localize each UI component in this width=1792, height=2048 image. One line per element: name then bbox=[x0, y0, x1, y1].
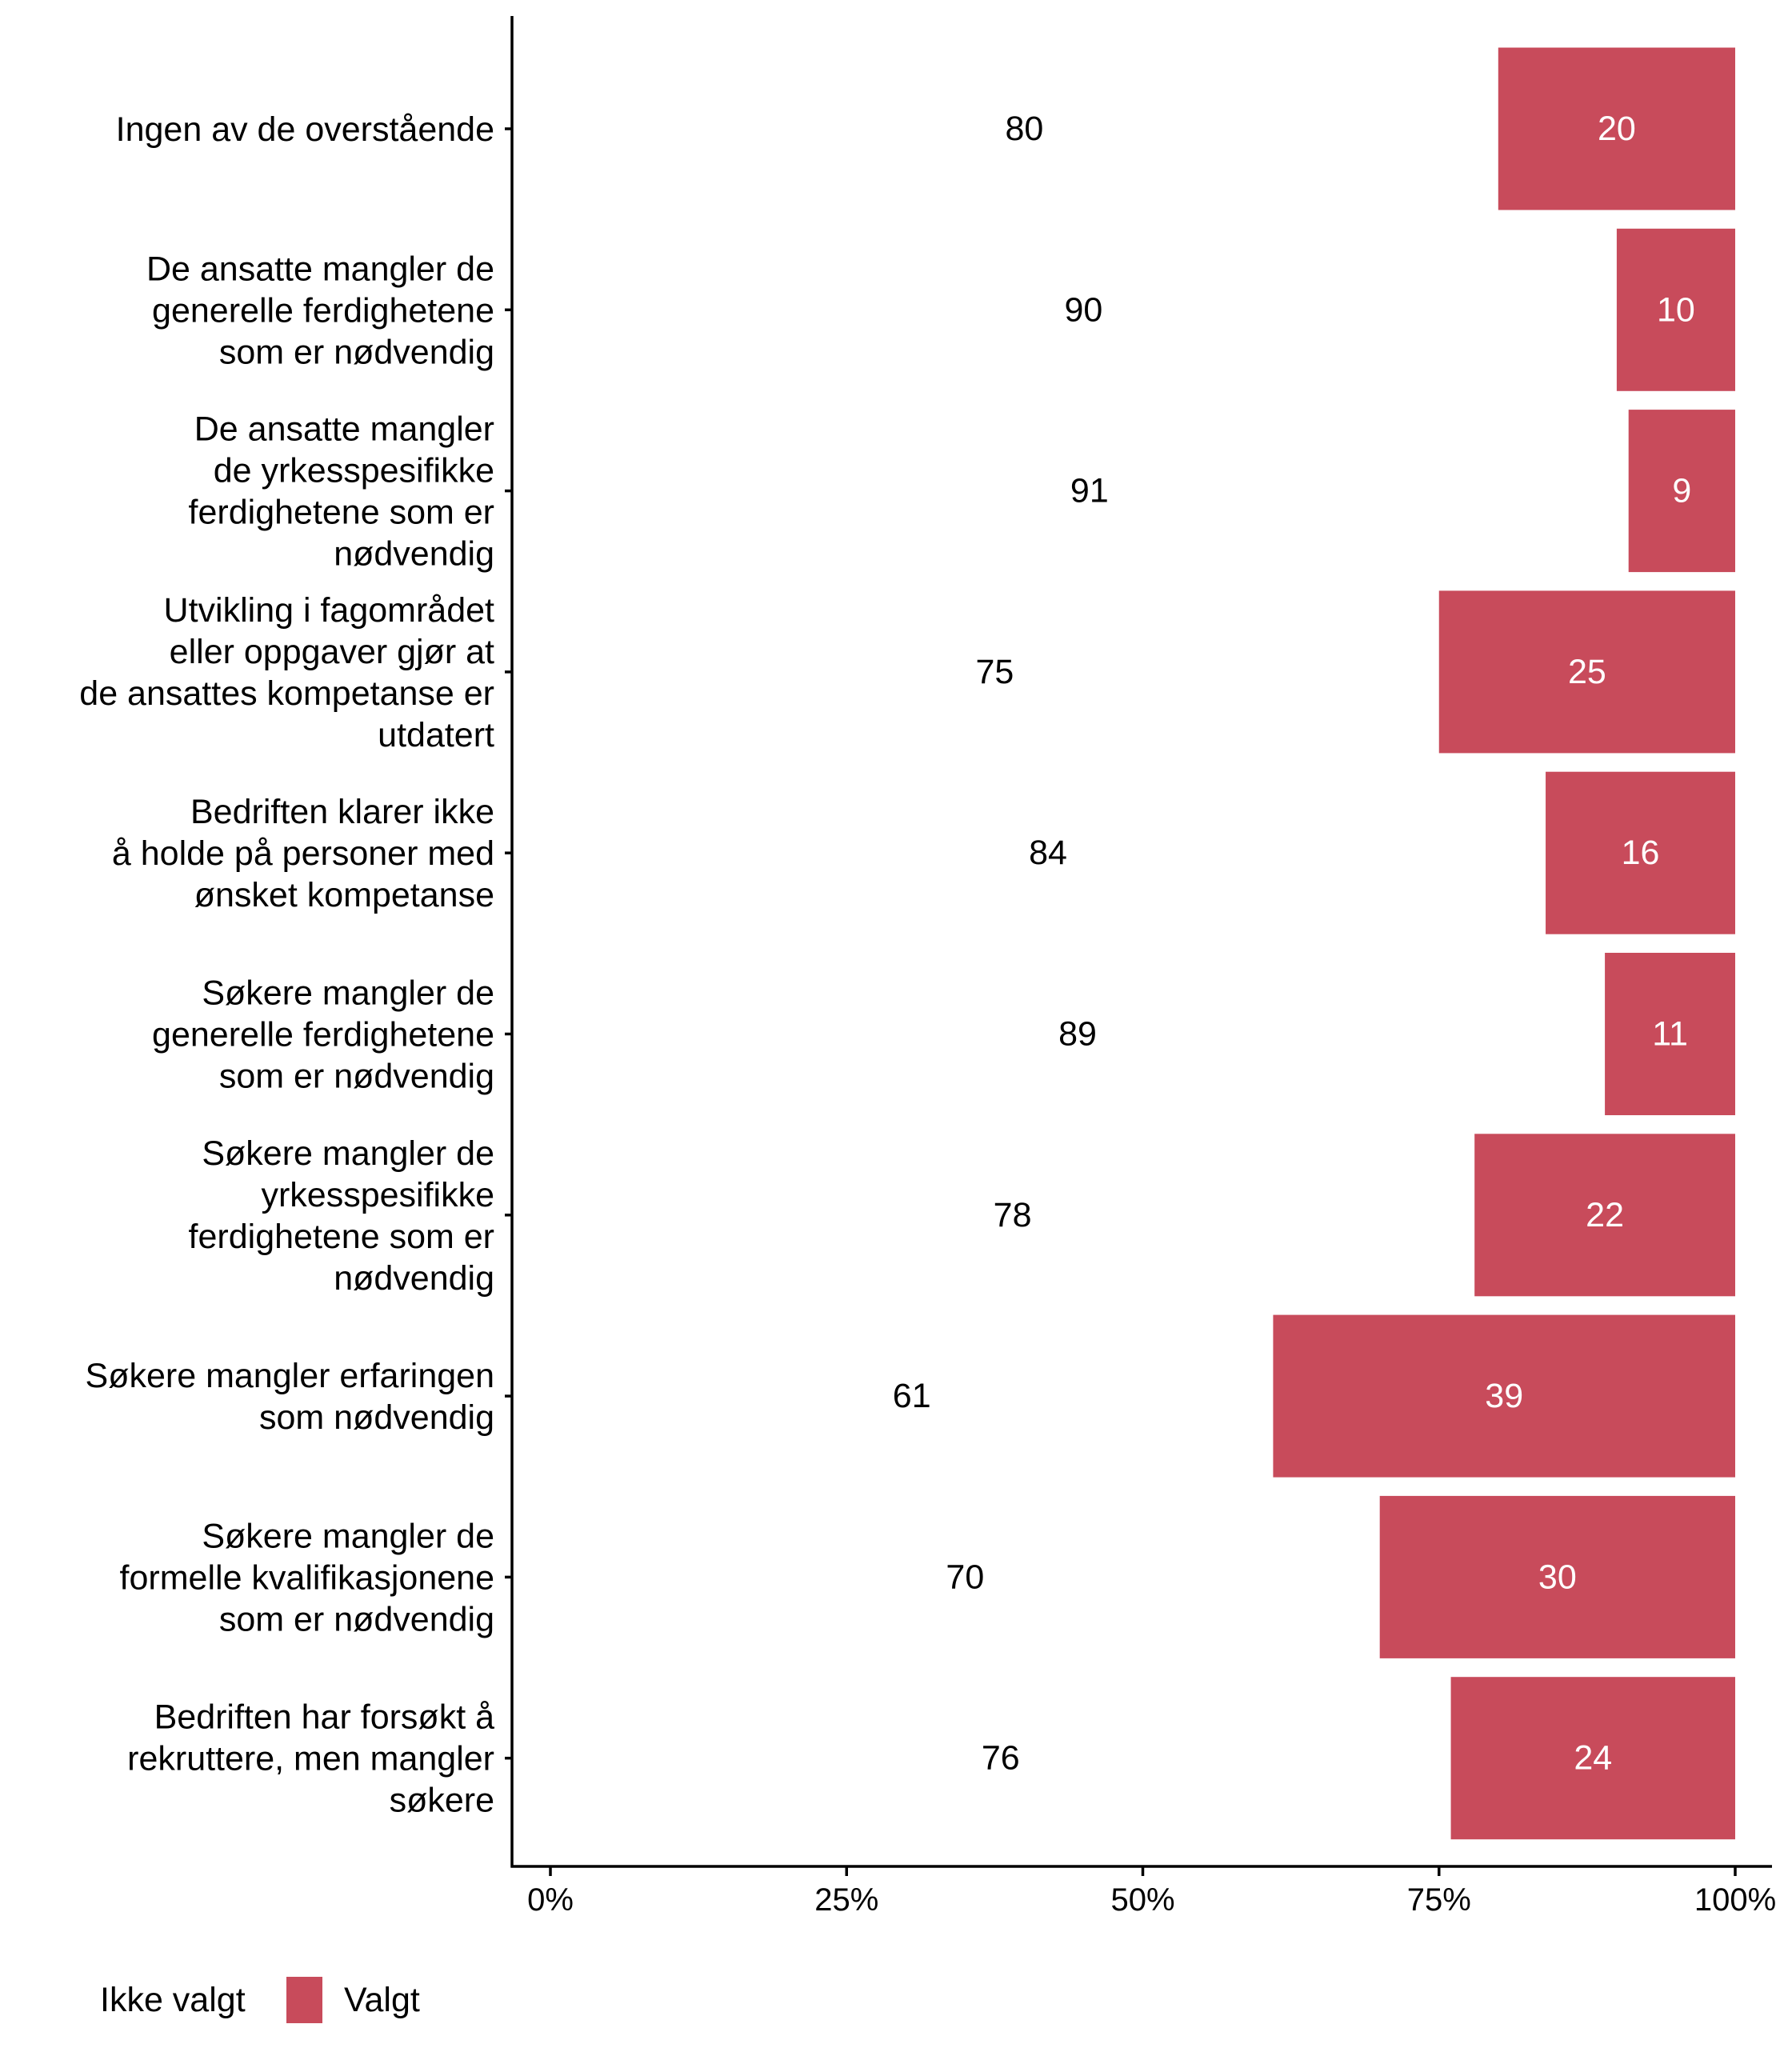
x-tick-label: 50% bbox=[1110, 1882, 1174, 1918]
bar-ikke-valgt bbox=[550, 771, 1546, 934]
bar-valgt bbox=[1474, 1134, 1735, 1297]
y-category-label-line: utdatert bbox=[378, 716, 494, 754]
bar-value-label: 91 bbox=[1070, 472, 1109, 510]
legend-label-valgt: Valgt bbox=[344, 1981, 420, 2019]
bar-valgt bbox=[1628, 410, 1735, 573]
bar-valgt bbox=[1498, 47, 1735, 210]
bar-valgt bbox=[1546, 771, 1735, 934]
bar-value-label: 11 bbox=[1652, 1015, 1688, 1054]
y-category-label: Søkere mangler erfaringen som nødvendig bbox=[86, 1357, 494, 1437]
y-category-label-line: som nødvendig bbox=[259, 1398, 494, 1437]
y-category-label-line: de yrkesspesifikke bbox=[214, 452, 494, 490]
legend-label-ikke-valgt: Ikke valgt bbox=[100, 1981, 246, 2019]
bar-value-label: 25 bbox=[1568, 653, 1606, 691]
bar-ikke-valgt bbox=[550, 1134, 1475, 1297]
y-category-label-line: nødvendig bbox=[334, 1259, 494, 1298]
bar-valgt bbox=[1616, 228, 1735, 391]
bar-value-label: 30 bbox=[1538, 1558, 1577, 1596]
y-category-label-line: Utvikling i fagområdet bbox=[164, 591, 495, 630]
y-category-label-line: som er nødvendig bbox=[219, 1058, 494, 1096]
y-category-label-line: ferdighetene som er bbox=[189, 494, 494, 532]
y-category-label-line: de ansattes kompetanse er bbox=[79, 674, 494, 713]
y-category-label-line: nødvendig bbox=[334, 535, 494, 574]
legend-swatch-valgt bbox=[286, 1977, 322, 2023]
bar-value-label: 39 bbox=[1485, 1377, 1523, 1415]
y-category-label: Søkere mangler de generelle ferdighetene s… bbox=[152, 974, 494, 1096]
bar-valgt bbox=[1379, 1495, 1735, 1658]
bar-value-label: 24 bbox=[1574, 1739, 1612, 1778]
bars-layer bbox=[550, 47, 1735, 1840]
y-category-label-line: Søkere mangler de bbox=[202, 1134, 494, 1173]
bar-valgt bbox=[1605, 953, 1735, 1115]
y-category-label-line: å holde på personer med bbox=[112, 834, 494, 873]
y-axis: Ingen av de overstående De ansatte mangle… bbox=[79, 16, 514, 1868]
y-category-label: De ansatte mangler de generelle ferdighet… bbox=[146, 250, 494, 371]
y-category-label-line: Bedriften klarer ikke bbox=[190, 793, 494, 831]
bar-valgt bbox=[1438, 590, 1735, 754]
y-category-label-line: yrkesspesifikke bbox=[261, 1176, 494, 1214]
y-category-label-line: søkere bbox=[390, 1782, 494, 1820]
bar-ikke-valgt bbox=[550, 1314, 1274, 1478]
bar-ikke-valgt bbox=[550, 953, 1606, 1115]
x-tick-label: 100% bbox=[1694, 1882, 1776, 1918]
bar-ikke-valgt bbox=[550, 47, 1498, 210]
x-tick-label: 25% bbox=[814, 1882, 878, 1918]
bar-valgt bbox=[1273, 1314, 1735, 1478]
y-category-label-line: Søkere mangler de bbox=[202, 974, 494, 1013]
y-category-label-line: ferdighetene som er bbox=[189, 1218, 494, 1256]
y-category-label-line: som er nødvendig bbox=[219, 1600, 494, 1638]
y-category-label-line: Ingen av de overstående bbox=[116, 110, 494, 149]
bar-ikke-valgt bbox=[550, 410, 1629, 573]
x-axis: 0% 25% 50% 75% 100% bbox=[510, 1865, 1776, 1918]
bar-ikke-valgt bbox=[550, 228, 1617, 391]
bar-ikke-valgt bbox=[550, 1495, 1380, 1658]
y-category-label: Bedriften har forsøkt å rekruttere, men m… bbox=[127, 1698, 494, 1820]
bar-value-label: 75 bbox=[975, 653, 1014, 691]
bar-ikke-valgt bbox=[550, 590, 1439, 754]
y-category-label-line: generelle ferdighetene bbox=[152, 291, 494, 330]
y-category-label-line: formelle kvalifikasjonene bbox=[120, 1558, 494, 1597]
y-category-label-line: De ansatte mangler bbox=[194, 410, 494, 449]
bar-value-label: 22 bbox=[1586, 1196, 1624, 1234]
bar-labels-layer: 80 20 90 10 91 9 75 25 84 16 89 11 78 22 61 39 70 30 76 24 bbox=[893, 110, 1695, 1778]
bar-value-label: 70 bbox=[946, 1558, 984, 1596]
y-category-label-line: Søkere mangler erfaringen bbox=[86, 1357, 494, 1395]
bar-ikke-valgt bbox=[550, 1677, 1451, 1840]
bar-value-label: 16 bbox=[1622, 834, 1660, 872]
bar-value-label: 78 bbox=[994, 1196, 1032, 1234]
bar-value-label: 89 bbox=[1058, 1015, 1097, 1054]
bar-value-label: 76 bbox=[982, 1739, 1020, 1778]
y-category-label: Søkere mangler de formelle kvalifikasjone… bbox=[120, 1517, 494, 1638]
y-category-label-line: eller oppgaver gjør at bbox=[170, 633, 494, 671]
bar-value-label: 80 bbox=[1005, 110, 1043, 148]
y-category-label: De ansatte mangler de yrkesspesifikke ferd… bbox=[189, 410, 494, 574]
y-category-label-line: Søkere mangler de bbox=[202, 1517, 494, 1555]
y-category-label: Bedriften klarer ikke å holde på personer… bbox=[112, 793, 494, 914]
legend: Ikke valgt Valgt bbox=[100, 1977, 420, 2023]
x-tick-label: 0% bbox=[527, 1882, 574, 1918]
bar-value-label: 84 bbox=[1029, 834, 1067, 872]
y-category-label: Ingen av de overstående bbox=[116, 110, 494, 149]
y-category-label-line: Bedriften har forsøkt å bbox=[154, 1698, 494, 1737]
y-category-label-line: De ansatte mangler de bbox=[146, 250, 494, 288]
y-category-label: Søkere mangler de yrkesspesifikke ferdighe… bbox=[189, 1134, 494, 1298]
y-category-label-line: generelle ferdighetene bbox=[152, 1016, 494, 1054]
bar-value-label: 90 bbox=[1065, 290, 1103, 329]
bar-value-label: 61 bbox=[893, 1377, 931, 1415]
bar-value-label: 20 bbox=[1598, 110, 1636, 148]
x-tick-label: 75% bbox=[1407, 1882, 1471, 1918]
y-category-label-line: ønsket kompetanse bbox=[194, 876, 494, 914]
bar-valgt bbox=[1450, 1677, 1735, 1840]
y-category-label-line: rekruttere, men mangler bbox=[127, 1740, 494, 1778]
bar-value-label: 9 bbox=[1672, 472, 1691, 510]
y-category-label-line: som er nødvendig bbox=[219, 333, 494, 371]
bar-value-label: 10 bbox=[1657, 290, 1695, 329]
y-category-label: Utvikling i fagområdet eller oppgaver gjø… bbox=[79, 591, 494, 754]
